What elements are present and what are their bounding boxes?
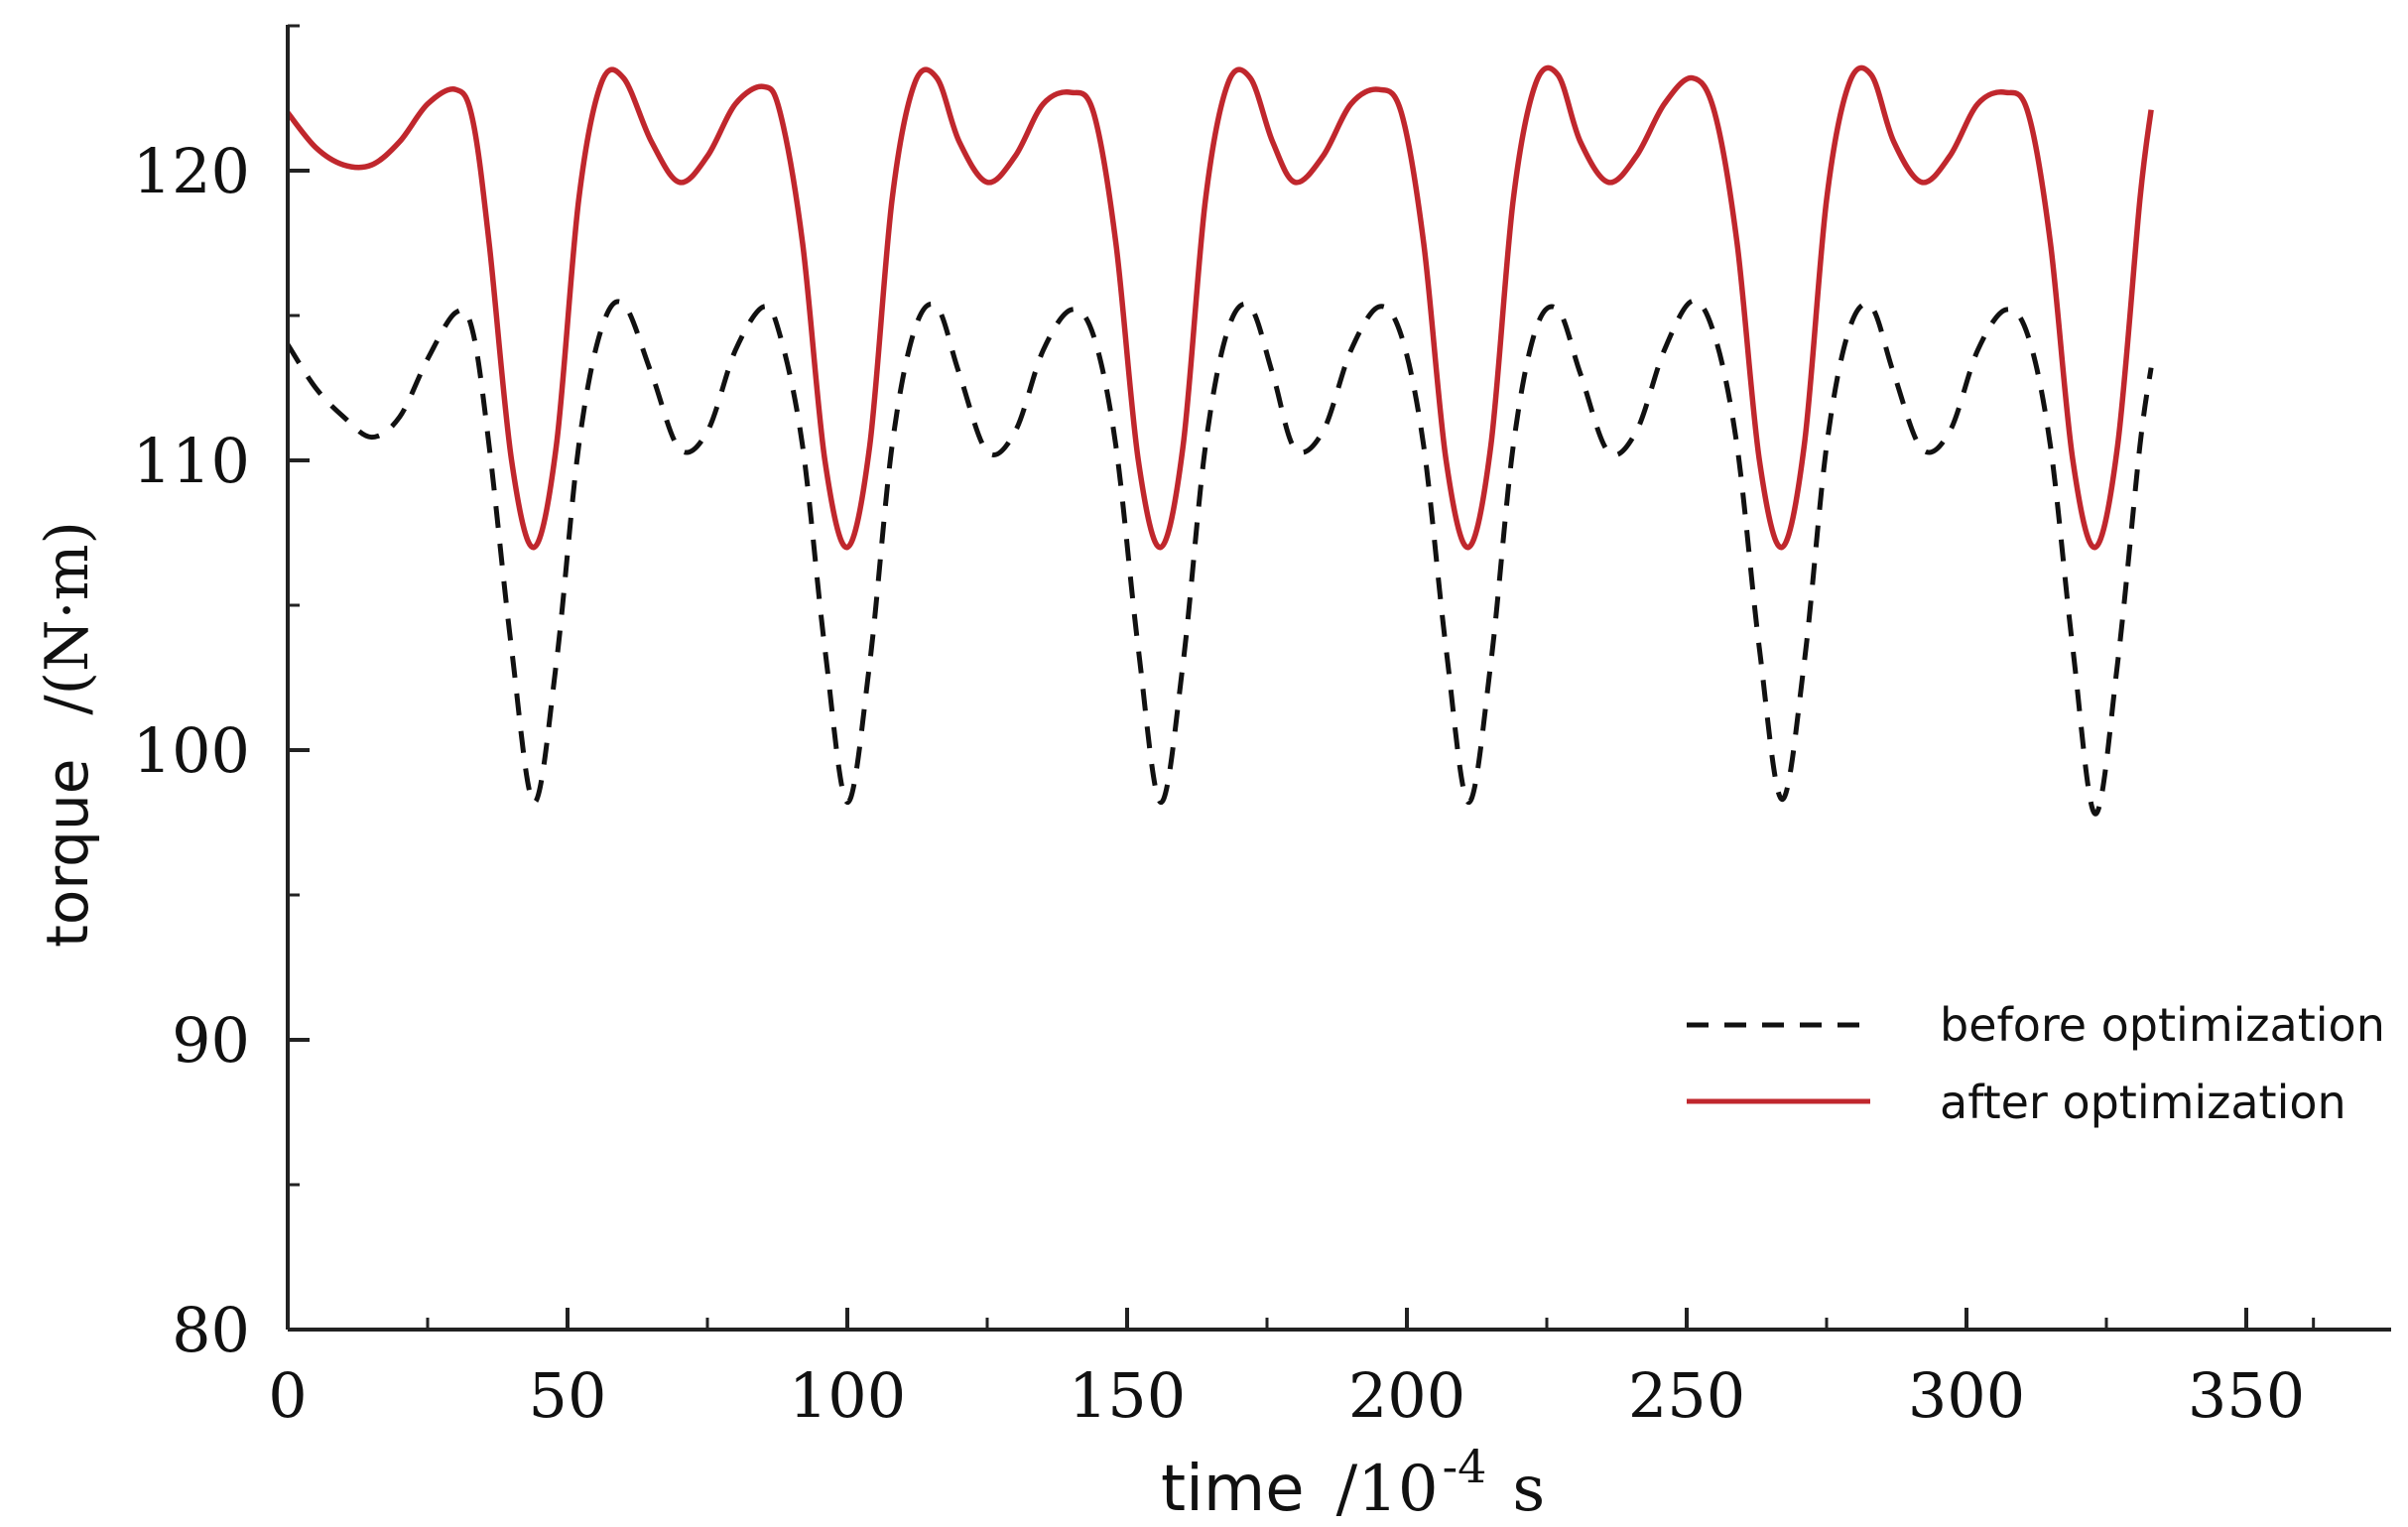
axes-layer: 0 50 100 150 200 250 300 350 80 90 100 110 120 bbox=[133, 24, 2391, 1432]
x-axis-label: time /10 -4 s bbox=[1161, 1440, 1545, 1526]
y-axis-label: torque /(N·m) bbox=[33, 521, 102, 948]
x-axis-label-word: time bbox=[1161, 1453, 1305, 1526]
legend: before optimization after optimization bbox=[1687, 998, 2385, 1129]
legend-label-after-optimization: after optimization bbox=[1940, 1076, 2346, 1129]
y-tick-label-100: 100 bbox=[133, 714, 250, 787]
x-tick-label-150: 150 bbox=[1069, 1359, 1186, 1432]
series-layer bbox=[285, 64, 2154, 817]
x-tick-label-50: 50 bbox=[529, 1359, 607, 1432]
x-axis-label-unit-prefix: /10 bbox=[1336, 1453, 1439, 1526]
x-tick-label-200: 200 bbox=[1348, 1359, 1465, 1432]
y-tick-label-80: 80 bbox=[172, 1294, 250, 1366]
x-axis-label-exponent: -4 bbox=[1443, 1440, 1487, 1493]
x-tick-label-0: 0 bbox=[268, 1359, 307, 1432]
y-tick-label-110: 110 bbox=[133, 425, 250, 497]
x-tick-label-300: 300 bbox=[1908, 1359, 2025, 1432]
series-line-before-optimization bbox=[285, 298, 2154, 817]
y-axis-label-word: torque bbox=[34, 759, 101, 948]
x-tick-label-250: 250 bbox=[1628, 1359, 1745, 1432]
y-tick-label-120: 120 bbox=[133, 135, 250, 207]
series-line-after-optimization bbox=[285, 64, 2154, 551]
y-tick-label-90: 90 bbox=[172, 1004, 250, 1077]
x-tick-label-350: 350 bbox=[2188, 1359, 2305, 1432]
x-axis-label-unit-suffix: s bbox=[1512, 1453, 1545, 1526]
x-tick-label-100: 100 bbox=[789, 1359, 906, 1432]
legend-label-before-optimization: before optimization bbox=[1940, 998, 2385, 1052]
y-axis-label-unit: /(N·m) bbox=[33, 521, 102, 715]
